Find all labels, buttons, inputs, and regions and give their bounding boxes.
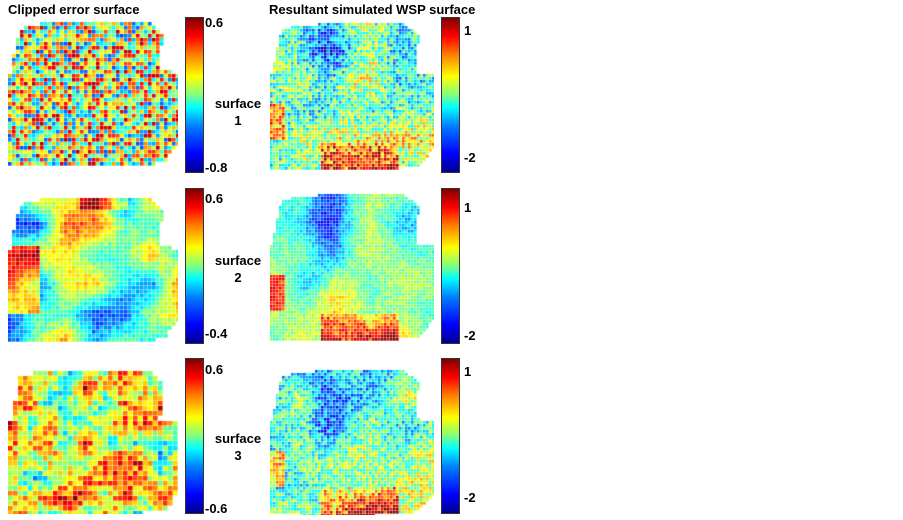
error-surface-3-map (8, 366, 178, 514)
surface-3-label-number: 3 (234, 448, 242, 463)
error-surface-2-colorbar-min: -0.4 (205, 326, 228, 341)
error-surface-1-colorbar-max: 0.6 (205, 15, 224, 30)
wsp-surface-2-colorbar-max: 1 (464, 200, 472, 215)
wsp-surface-3-map (270, 367, 434, 515)
wsp-surface-2-colorbar-min: -2 (464, 328, 476, 343)
surface-2-label: surface 2 (208, 252, 268, 286)
surface-2-label-number: 2 (234, 270, 242, 285)
surface-2-label-word: surface (214, 253, 262, 268)
wsp-surface-1-colorbar-min: -2 (464, 150, 476, 165)
error-surface-2-colorbar (185, 188, 204, 344)
wsp-surface-2-map (270, 191, 434, 341)
error-surface-3-colorbar-min: -0.6 (205, 501, 228, 516)
wsp-surface-3-colorbar (441, 358, 460, 514)
error-surface-3-colorbar (185, 358, 204, 514)
right-column-title: Resultant simulated WSP surface (269, 2, 476, 17)
wsp-surface-3-colorbar-max: 1 (464, 364, 472, 379)
error-surface-3-colorbar-max: 0.6 (205, 362, 224, 377)
error-surface-1-map (8, 18, 178, 166)
wsp-surface-1-colorbar (441, 17, 460, 173)
error-surface-2-map (8, 194, 178, 342)
surface-1-label: surface 1 (208, 95, 268, 129)
surface-3-label-word: surface (214, 431, 262, 446)
surface-3-label: surface 3 (208, 430, 268, 464)
wsp-surface-1-map (270, 20, 434, 170)
wsp-surface-3-colorbar-min: -2 (464, 490, 476, 505)
error-surface-2-colorbar-max: 0.6 (205, 191, 224, 206)
error-surface-1-colorbar (185, 17, 204, 173)
surface-1-label-number: 1 (234, 113, 242, 128)
error-surface-1-colorbar-min: -0.8 (205, 160, 228, 175)
wsp-surface-1-colorbar-max: 1 (464, 23, 472, 38)
left-column-title: Clipped error surface (8, 2, 140, 17)
surface-1-label-word: surface (214, 96, 262, 111)
wsp-surface-2-colorbar (441, 188, 460, 344)
